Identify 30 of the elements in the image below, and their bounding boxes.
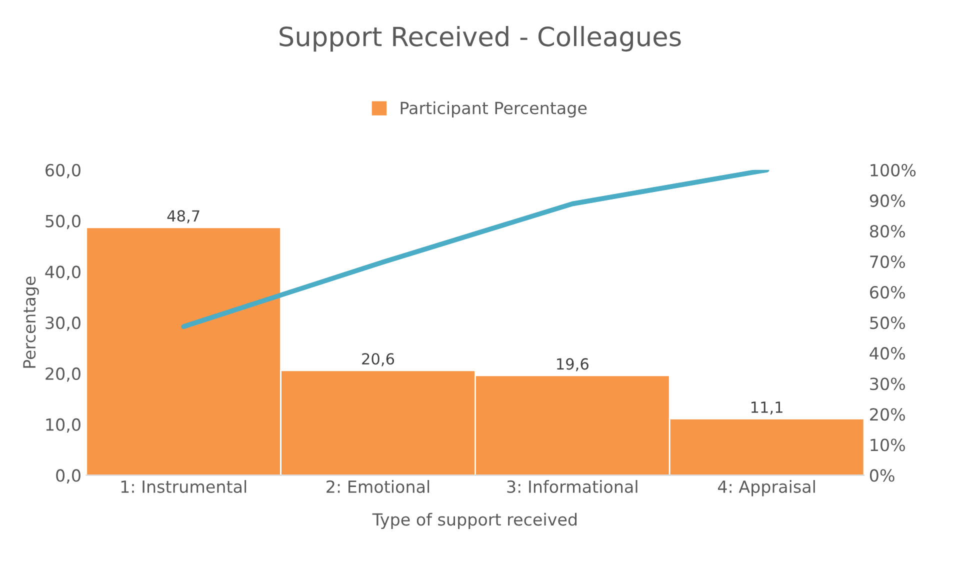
x-tick-label: 1: Instrumental xyxy=(121,480,246,493)
y-tick-label: 30,0 xyxy=(46,316,80,331)
y-tick-label: 50,0 xyxy=(46,214,80,230)
y2-tick-label: 40% xyxy=(870,347,905,360)
data-label: 11,1 xyxy=(751,402,782,415)
y2-tick-label: 100% xyxy=(870,164,916,176)
y-axis-title: Percentage xyxy=(23,276,39,368)
y-tick-label: 60,0 xyxy=(46,164,80,178)
chart-title: Support Received - Colleagues xyxy=(280,26,681,52)
x-tick-label: 2: Emotional xyxy=(326,480,430,493)
y-tick-label: 0,0 xyxy=(56,469,80,484)
y2-tick-label: 10% xyxy=(870,438,905,452)
legend-label: Participant Percentage xyxy=(400,101,587,118)
data-label: 48,7 xyxy=(167,210,200,224)
y2-tick-label: 70% xyxy=(870,255,905,268)
y2-tick-label: 60% xyxy=(870,286,905,299)
data-label: 19,6 xyxy=(557,358,588,372)
y2-tick-label: 30% xyxy=(870,378,905,390)
data-label: 20,6 xyxy=(362,353,394,366)
y2-tick-label: 80% xyxy=(870,224,905,238)
y-tick-label: 20,0 xyxy=(46,367,80,382)
y2-tick-label: 20% xyxy=(870,408,905,421)
y2-tick-label: 0% xyxy=(870,469,894,482)
y2-tick-label: 50% xyxy=(870,316,905,330)
x-axis-title: Type of support received xyxy=(372,512,577,529)
y-tick-label: 40,0 xyxy=(45,266,80,280)
y-tick-label: 10,0 xyxy=(46,418,80,433)
x-tick-label: 3: Informational xyxy=(507,480,638,493)
x-tick-label: 4: Appraisal xyxy=(718,480,815,496)
y2-tick-label: 90% xyxy=(870,194,905,208)
